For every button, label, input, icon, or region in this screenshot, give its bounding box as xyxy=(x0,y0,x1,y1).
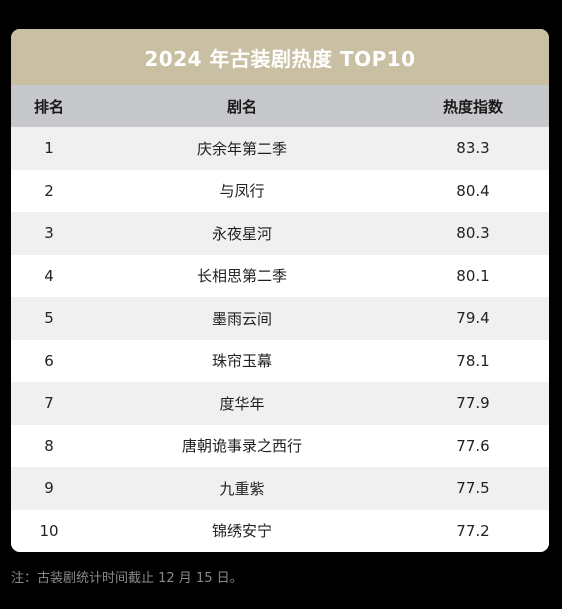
drama-name-cell: 墨雨云间 xyxy=(211,309,272,328)
rank-cell: 8 xyxy=(44,436,54,455)
heat-index-cell: 83.3 xyxy=(456,139,490,158)
heat-index-cell: 77.2 xyxy=(456,521,490,540)
table-row: 8 唐朝诡事录之西行 77.6 xyxy=(11,424,549,467)
table-row: 9 九重紫 77.5 xyxy=(11,467,549,510)
table-row: 10 锦绣安宁 77.2 xyxy=(11,509,549,552)
rank-cell: 5 xyxy=(44,309,54,328)
table-row: 7 度华年 77.9 xyxy=(11,382,549,425)
ranking-table: 排名 剧名 热度指数 1 庆余年第二季 83.3 2 与凤行 80.4 3 永夜星河 80.3 4… xyxy=(11,85,549,552)
drama-name-cell: 永夜星河 xyxy=(211,224,272,243)
rank-cell: 2 xyxy=(44,181,54,200)
header-rank: 排名 xyxy=(33,97,64,116)
table-row: 5 墨雨云间 79.4 xyxy=(11,297,549,340)
heat-index-cell: 78.1 xyxy=(456,351,490,370)
drama-name-cell: 度华年 xyxy=(219,394,265,413)
rank-cell: 9 xyxy=(44,479,54,498)
table-row: 3 永夜星河 80.3 xyxy=(11,212,549,255)
header-score: 热度指数 xyxy=(442,97,503,116)
table-row: 1 庆余年第二季 83.3 xyxy=(11,127,549,170)
heat-index-cell: 80.3 xyxy=(456,224,490,243)
heat-index-cell: 77.5 xyxy=(456,479,490,498)
rank-cell: 10 xyxy=(39,521,59,540)
heat-index-cell: 79.4 xyxy=(456,309,490,328)
drama-name-cell: 与凤行 xyxy=(219,182,265,201)
heat-index-cell: 80.1 xyxy=(456,266,490,285)
drama-name-cell: 唐朝诡事录之西行 xyxy=(181,437,302,456)
header-name: 剧名 xyxy=(226,97,257,116)
ranking-card: 2024 年古装剧热度 TOP10 排名 剧名 热度指数 1 庆余年第二季 83.3… xyxy=(11,29,549,552)
heat-index-cell: 80.4 xyxy=(456,181,490,200)
heat-index-cell: 77.9 xyxy=(456,394,490,413)
table-title: 2024 年古装剧热度 TOP10 xyxy=(11,29,549,85)
drama-name-cell: 庆余年第二季 xyxy=(196,139,287,158)
rank-cell: 1 xyxy=(44,139,54,158)
table-header-row: 排名 剧名 热度指数 xyxy=(11,85,549,127)
rank-cell: 7 xyxy=(44,394,54,413)
rank-cell: 3 xyxy=(44,224,54,243)
table-row: 6 珠帘玉幕 78.1 xyxy=(11,339,549,382)
drama-name-cell: 锦绣安宁 xyxy=(211,522,272,541)
table-row: 2 与凤行 80.4 xyxy=(11,169,549,212)
table-body: 1 庆余年第二季 83.3 2 与凤行 80.4 3 永夜星河 80.3 4 长相思第二季 80.1 5… xyxy=(11,127,549,552)
table-row: 4 长相思第二季 80.1 xyxy=(11,254,549,297)
rank-cell: 6 xyxy=(44,351,54,370)
heat-index-cell: 77.6 xyxy=(456,436,490,455)
drama-name-cell: 珠帘玉幕 xyxy=(211,352,272,371)
drama-name-cell: 长相思第二季 xyxy=(196,267,287,286)
footnote: 注：古装剧统计时间截止 12 月 15 日。 xyxy=(11,571,243,586)
drama-name-cell: 九重紫 xyxy=(219,479,265,498)
rank-cell: 4 xyxy=(44,266,54,285)
